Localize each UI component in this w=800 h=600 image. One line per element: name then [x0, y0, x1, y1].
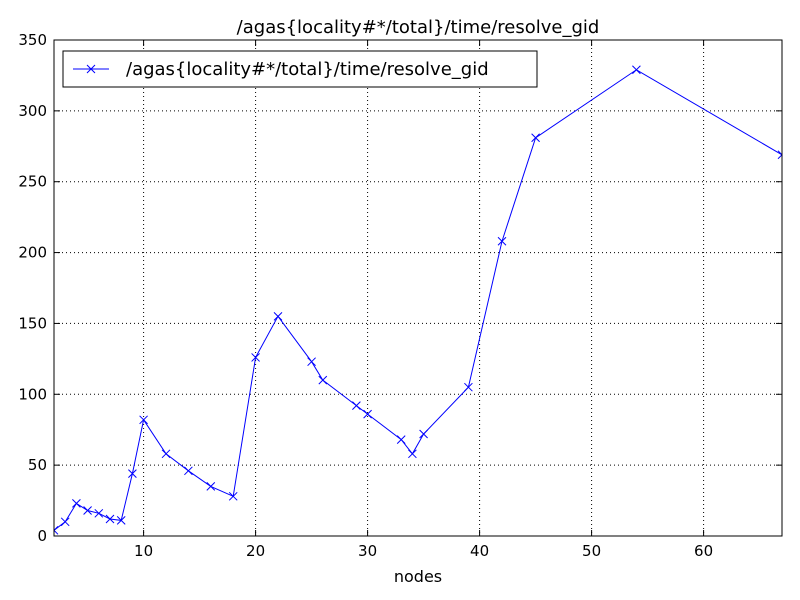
y-tick-label: 50 — [28, 456, 47, 474]
data-point-marker — [632, 65, 641, 75]
data-point-marker — [184, 466, 193, 476]
ticks: 10 20 30 40 50 60 0 50 100 150 200 250 300 350 — [18, 31, 782, 560]
x-tick-label: 60 — [694, 542, 713, 560]
y-tick-label: 300 — [18, 102, 47, 120]
data-point-marker — [94, 508, 104, 518]
x-tick-label: 30 — [358, 542, 377, 560]
data-point-marker — [396, 435, 406, 444]
data-point-marker — [128, 469, 137, 478]
y-tick-label: 200 — [18, 244, 47, 262]
x-tick-label: 20 — [246, 542, 265, 560]
legend-entry-label: /agas{locality#*/total}/time/resolve_gid — [126, 59, 489, 80]
data-point-marker — [83, 506, 92, 515]
data-point-marker — [60, 517, 70, 527]
data-point-marker — [251, 353, 260, 362]
data-point-marker — [105, 514, 115, 524]
data-point-marker — [777, 150, 782, 160]
y-tick-label: 100 — [18, 385, 47, 403]
legend: /agas{locality#*/total}/time/resolve_gid — [62, 50, 538, 88]
data-point-marker — [206, 482, 216, 491]
data-point-marker — [228, 491, 238, 501]
data-point-marker — [273, 311, 283, 321]
data-point-marker — [464, 382, 473, 392]
data-point-marker — [419, 429, 428, 439]
data-point-marker — [352, 401, 361, 410]
grid — [54, 40, 782, 536]
data-point-marker — [307, 357, 316, 367]
data-point-marker — [363, 409, 372, 419]
legend-marker — [86, 64, 96, 74]
y-tick-label: 0 — [37, 527, 47, 545]
x-tick-label: 10 — [134, 542, 153, 560]
data-point-marker — [161, 449, 171, 459]
legend-box — [62, 50, 538, 88]
data-point-marker — [139, 415, 148, 425]
chart-title: /agas{locality#*/total}/time/resolve_gid — [237, 17, 600, 38]
x-tick-label: 50 — [582, 542, 601, 560]
series-layer — [54, 65, 782, 535]
data-point-marker — [318, 375, 328, 385]
data-point-marker — [116, 516, 126, 525]
data-point-marker — [497, 236, 507, 246]
plot-frame — [53, 39, 783, 537]
y-tick-label: 150 — [18, 314, 47, 332]
data-point-marker — [54, 525, 59, 535]
x-axis-label: nodes — [394, 567, 442, 586]
series-0 — [54, 65, 782, 535]
y-tick-label: 250 — [18, 173, 47, 191]
y-tick-label: 350 — [18, 31, 47, 49]
data-point-marker — [531, 133, 540, 143]
x-tick-label: 40 — [470, 542, 489, 560]
data-point-marker — [408, 449, 417, 459]
data-point-marker — [72, 499, 81, 508]
